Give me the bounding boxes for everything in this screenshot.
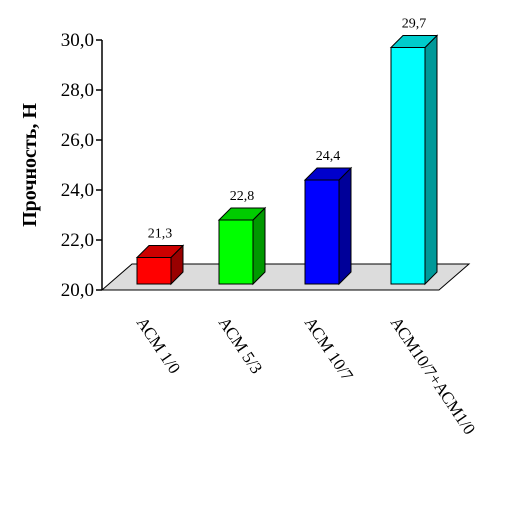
bar-front (304, 179, 340, 285)
bar-side (424, 34, 438, 286)
category-label: АСМ10/7+АСМ1/0 (387, 314, 480, 438)
category-label: АСМ 10/7 (301, 314, 357, 385)
y-tick-label: 30,0 (61, 30, 94, 51)
category-label: АСМ 5/3 (215, 314, 266, 378)
chart-floor (100, 263, 471, 291)
y-axis: 20,0 22,0 24,0 26,0 28,0 30,0 (61, 30, 103, 301)
data-label: 24,4 (316, 149, 341, 164)
data-label: 21,3 (148, 227, 173, 242)
bar-side (338, 166, 352, 286)
bars (135, 34, 439, 286)
bar-front (390, 47, 426, 285)
bar (135, 244, 185, 286)
floor-plane (100, 263, 471, 291)
data-label: 22,8 (230, 189, 255, 204)
bar-front (136, 257, 172, 285)
y-tick-label: 26,0 (61, 130, 94, 151)
bar-top (389, 35, 439, 48)
category-label: АСМ 1/0 (133, 314, 184, 378)
bar (303, 166, 353, 286)
y-tick-label: 22,0 (61, 230, 94, 251)
bar-top (303, 167, 353, 181)
bar-top (135, 245, 185, 258)
y-axis-label: Прочность, Н (19, 103, 41, 227)
y-tick-label: 28,0 (61, 80, 94, 101)
bar-front (218, 219, 254, 285)
y-tick-label: 24,0 (61, 180, 94, 201)
bar-top (217, 207, 267, 221)
bar-side (252, 206, 266, 286)
bar (389, 34, 439, 286)
bar (217, 206, 267, 286)
data-label: 29,7 (402, 17, 427, 32)
y-tick-label: 20,0 (61, 280, 94, 301)
